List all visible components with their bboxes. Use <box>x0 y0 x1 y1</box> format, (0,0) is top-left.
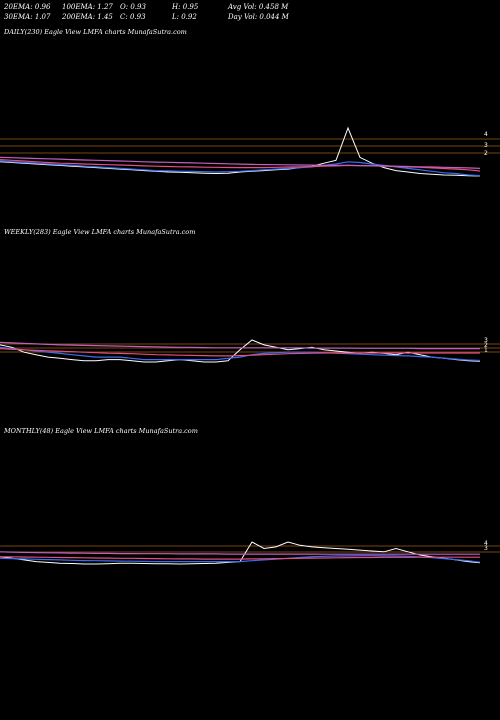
panel-2: 43 <box>0 540 500 565</box>
ema-long-line <box>0 341 480 350</box>
ema-short-line <box>0 346 481 362</box>
ema200-stat: 200EMA: 1.45 <box>62 13 113 21</box>
y-tick-label: 4 <box>484 540 488 547</box>
ema-long-line <box>0 551 480 555</box>
y-tick-label: 3 <box>484 545 488 552</box>
y-tick-label: 4 <box>484 131 488 138</box>
ema30-stat: 30EMA: 1.07 <box>4 13 51 21</box>
ema-short-line <box>0 160 481 177</box>
panel-1: 321 <box>0 337 500 363</box>
low-stat: L: 0.92 <box>172 13 197 21</box>
panel-0: 4 32 <box>0 126 500 177</box>
weekly-panel-title: WEEKLY(283) Eagle View LMFA charts Munaf… <box>4 228 196 236</box>
y-tick-label: 1 <box>484 347 488 354</box>
daily-panel-title: DAILY(230) Eagle View LMFA charts Munafa… <box>4 28 187 36</box>
avg-vol-stat: Avg Vol: 0.458 M <box>228 3 289 11</box>
high-stat: H: 0.95 <box>172 3 199 11</box>
ema-long-line <box>0 156 481 169</box>
ema-mid-line <box>0 348 480 357</box>
day-vol-stat: Day Vol: 0.044 M <box>228 13 289 21</box>
y-tick-label: 2 <box>484 342 488 349</box>
y-tick-label: 3 <box>484 337 488 344</box>
open-stat: O: 0.93 <box>120 3 146 11</box>
monthly-panel-title: MONTHLY(48) Eagle View LMFA charts Munaf… <box>4 427 198 435</box>
y-tick-label: 3 <box>484 142 488 149</box>
ema100-stat: 100EMA: 1.27 <box>62 3 113 11</box>
close-stat: C: 0.93 <box>120 13 146 21</box>
price-line <box>0 126 481 177</box>
ema-mid-line <box>0 556 480 560</box>
ema20-stat: 20EMA: 0.96 <box>4 3 51 11</box>
price-line <box>0 339 481 363</box>
ema-short-line <box>0 555 481 563</box>
y-tick-label: 2 <box>484 150 488 157</box>
